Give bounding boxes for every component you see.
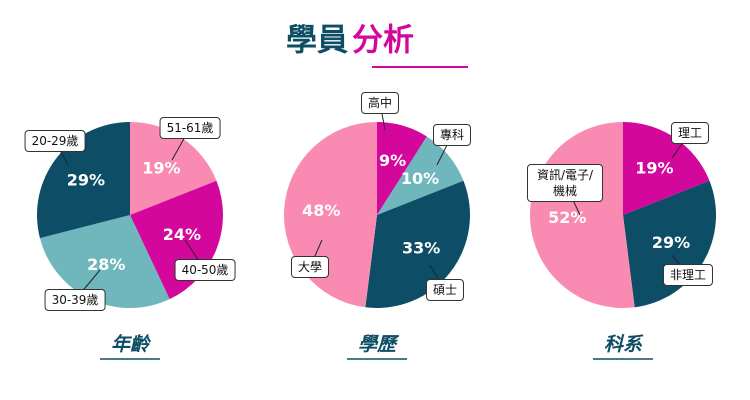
value-label: 29% (652, 233, 690, 252)
pie-slice (623, 122, 710, 215)
value-label: 29% (67, 170, 105, 189)
callout-label: 理工 (670, 122, 710, 144)
value-label: 9% (379, 151, 406, 170)
chart-title: 年齡 (111, 334, 152, 356)
callout-label: 高中 (360, 92, 400, 114)
page-title: 學員 (286, 23, 348, 59)
callout-label: 大學 (290, 256, 330, 278)
callout-label: 非理工 (662, 264, 714, 286)
value-label: 10% (401, 169, 439, 188)
callout-label: 碩士 (425, 279, 465, 301)
chart-title: 科系 (604, 334, 644, 356)
page-title-accent: 分析 (352, 23, 414, 59)
pie-slice (130, 122, 217, 215)
callout-label: 資訊/電子/機械 (527, 164, 603, 202)
value-label: 19% (142, 158, 180, 177)
pie-slice (36, 122, 130, 239)
value-label: 28% (87, 255, 125, 274)
value-label: 48% (302, 201, 340, 220)
pie-slice (39, 215, 170, 308)
value-label: 24% (163, 225, 201, 244)
callout-label: 20-29歲 (24, 130, 86, 152)
callout-label: 專科 (432, 124, 472, 146)
pie-slice (365, 180, 470, 308)
callout-label: 40-50歲 (174, 259, 236, 281)
value-label: 33% (402, 239, 440, 258)
callout-label: 51-61歲 (159, 117, 221, 139)
value-label: 19% (635, 158, 673, 177)
pie-slice (377, 122, 427, 215)
value-label: 52% (548, 208, 586, 227)
callout-label: 30-39歲 (44, 289, 106, 311)
chart-title: 學歷 (358, 334, 400, 356)
